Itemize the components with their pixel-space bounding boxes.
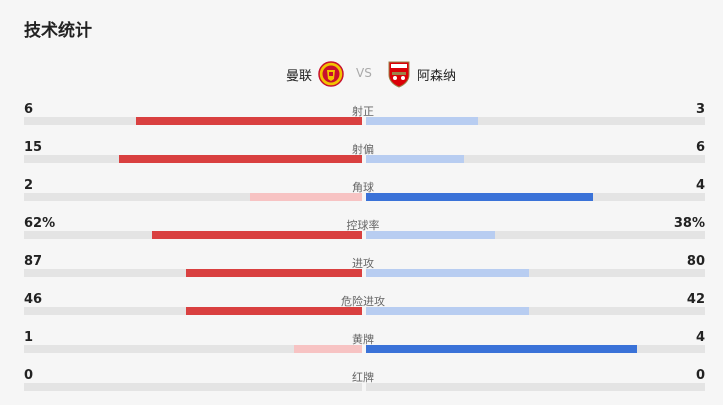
stat-row: 0 红牌 0 xyxy=(0,368,723,398)
away-bar-track xyxy=(366,155,705,163)
away-bar-fill xyxy=(366,193,593,201)
home-stat-value: 6 xyxy=(24,102,34,117)
away-stat-value: 6 xyxy=(695,140,705,155)
home-bar-fill xyxy=(250,193,362,201)
stat-label: 控球率 xyxy=(346,219,380,232)
teams-header: 曼联 VS 阿森纳 xyxy=(0,60,723,88)
away-bar-track xyxy=(366,307,705,315)
versus-label: VS xyxy=(356,66,372,80)
away-bar-track xyxy=(366,383,705,391)
stat-row: 87 进攻 80 xyxy=(0,254,723,284)
home-stat-value: 62% xyxy=(24,216,56,231)
away-stat-value: 4 xyxy=(695,178,705,193)
away-bar-track xyxy=(366,345,705,353)
stat-row: 6 射正 3 xyxy=(0,102,723,132)
stat-label: 射偏 xyxy=(352,143,374,156)
home-bar-fill xyxy=(152,231,362,239)
stat-label: 射正 xyxy=(352,105,374,118)
home-bar-fill xyxy=(186,307,362,315)
home-bar-track xyxy=(24,117,362,125)
away-bar-fill xyxy=(366,345,637,353)
home-stat-value: 15 xyxy=(24,140,43,155)
home-bar-track xyxy=(24,231,362,239)
page-title: 技术统计 xyxy=(24,21,92,41)
home-bar-fill xyxy=(136,117,362,125)
stat-row: 62% 控球率 38% xyxy=(0,216,723,246)
away-bar-fill xyxy=(366,307,529,315)
away-stat-value: 3 xyxy=(695,102,705,117)
home-bar-track xyxy=(24,345,362,353)
away-stat-value: 4 xyxy=(695,330,705,345)
away-stat-value: 38% xyxy=(673,216,705,231)
home-team-name[interactable]: 曼联 xyxy=(286,69,313,84)
home-stat-value: 1 xyxy=(24,330,34,345)
stat-label: 黄牌 xyxy=(352,333,374,346)
home-bar-fill xyxy=(119,155,362,163)
stat-label: 红牌 xyxy=(352,371,374,384)
away-bar-fill xyxy=(366,117,478,125)
away-bar-fill xyxy=(366,269,529,277)
home-bar-track xyxy=(24,155,362,163)
away-stat-value: 80 xyxy=(686,254,705,269)
stat-row: 1 黄牌 4 xyxy=(0,330,723,360)
away-stat-value: 42 xyxy=(686,292,705,307)
home-bar-track xyxy=(24,383,362,391)
away-stat-value: 0 xyxy=(695,368,705,383)
away-team-name[interactable]: 阿森纳 xyxy=(417,69,457,84)
home-stat-value: 46 xyxy=(24,292,43,307)
stat-label: 危险进攻 xyxy=(341,295,385,308)
home-bar-track xyxy=(24,193,362,201)
stat-label: 角球 xyxy=(352,181,374,194)
home-bar-fill xyxy=(186,269,362,277)
arsenal-crest-icon[interactable] xyxy=(386,60,412,88)
home-stat-value: 87 xyxy=(24,254,43,269)
manchester-united-crest-icon[interactable] xyxy=(318,60,344,88)
home-bar-track xyxy=(24,269,362,277)
away-bar-track xyxy=(366,269,705,277)
away-bar-fill xyxy=(366,231,495,239)
home-stat-value: 2 xyxy=(24,178,34,193)
stat-row: 2 角球 4 xyxy=(0,178,723,208)
home-bar-track xyxy=(24,307,362,315)
away-bar-track xyxy=(366,193,705,201)
away-bar-track xyxy=(366,117,705,125)
away-bar-fill xyxy=(366,155,464,163)
stat-row: 15 射偏 6 xyxy=(0,140,723,170)
home-bar-fill xyxy=(294,345,362,353)
stat-row: 46 危险进攻 42 xyxy=(0,292,723,322)
away-bar-track xyxy=(366,231,705,239)
home-stat-value: 0 xyxy=(24,368,34,383)
stat-label: 进攻 xyxy=(352,257,374,270)
